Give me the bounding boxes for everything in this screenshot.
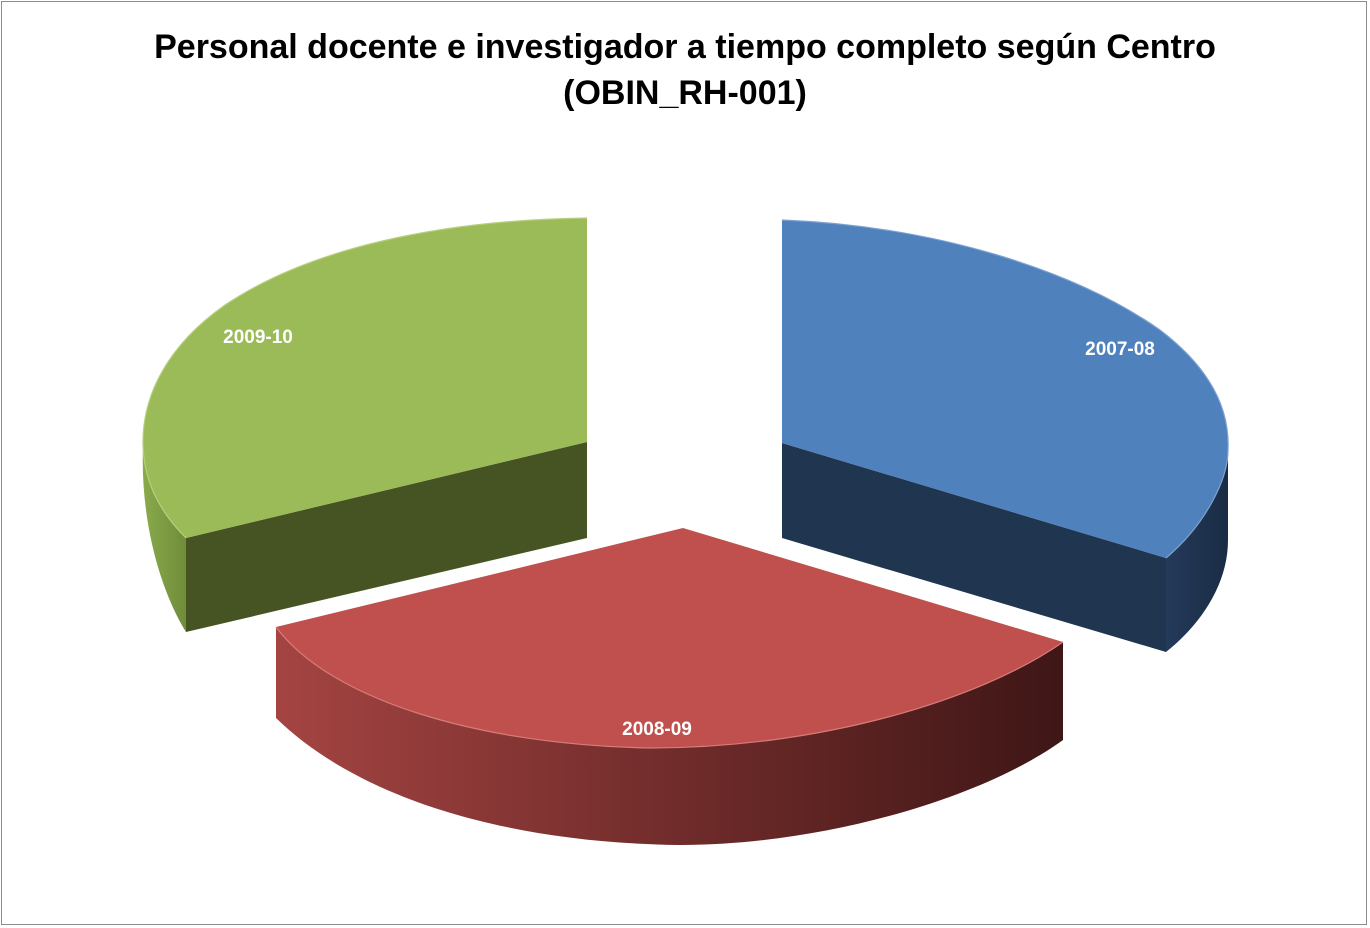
slice-2009-10-top (142, 218, 588, 538)
slice-2009-10 (142, 217, 588, 632)
slice-2007-08-side (1166, 450, 1228, 652)
slice-2007-08-top (782, 220, 1229, 558)
slice-2008-09-side (276, 627, 1063, 845)
slice-2007-08 (781, 219, 1229, 652)
slice-2007-08-edge (781, 219, 1229, 559)
slice-2008-09 (275, 528, 1064, 845)
data-label-2008-09: 2008-09 (622, 719, 692, 740)
data-label-2009-10: 2009-10 (223, 327, 293, 348)
data-label-2007-08: 2007-08 (1085, 339, 1155, 360)
slice-2009-10-cut-face (186, 442, 587, 632)
slice-2007-08-cut-face (782, 443, 1166, 652)
chart-title-line-2: (OBIN_RH-001) (563, 74, 807, 112)
slice-2008-09-edge (275, 626, 1064, 749)
slice-2009-10-edge (142, 217, 588, 539)
chart-title: Personal docente e investigador a tiempo… (0, 24, 1370, 116)
chart-title-line-1: Personal docente e investigador a tiempo… (154, 28, 1216, 66)
slice-2008-09-top (276, 528, 1063, 748)
slice-2009-10-side (142, 445, 186, 632)
